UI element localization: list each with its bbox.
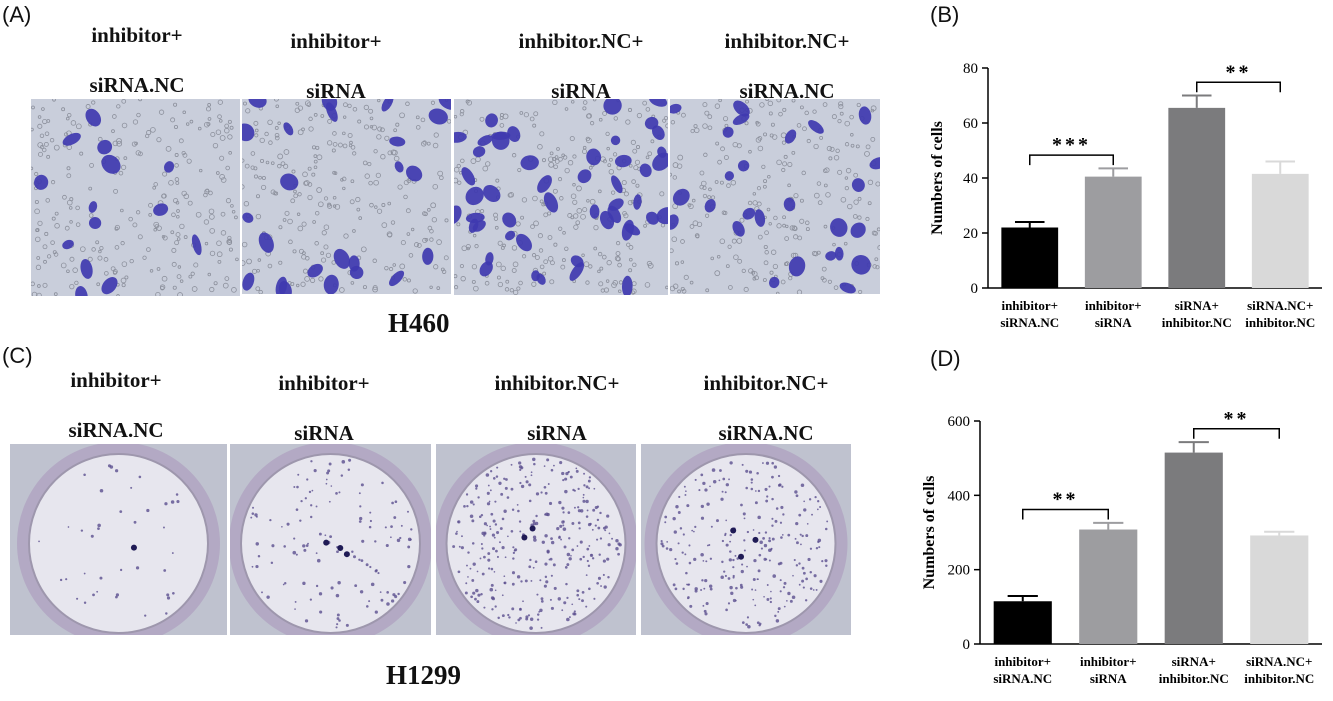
x-tick-label: siRNA+ bbox=[1172, 654, 1216, 669]
panel-label-a: (A) bbox=[2, 2, 32, 27]
x-tick-label: inhibitor+ bbox=[1085, 298, 1142, 313]
bar bbox=[1250, 535, 1309, 644]
x-tick-label: siRNA.NC bbox=[1000, 315, 1059, 330]
chart-b-svg: 0 20 40 60 80 Numbers of cells inhibitor+ siRNA… bbox=[929, 61, 1322, 330]
y-tick-label: 0 bbox=[963, 637, 971, 653]
chart-d: 0 200 400 600 Numbers of cells inhibitor+ siRN… bbox=[918, 393, 1330, 696]
cell-line-label-h460: H460 bbox=[388, 308, 450, 338]
h1299-colony-well-2 bbox=[230, 444, 431, 635]
micrograph-texture bbox=[31, 99, 240, 296]
x-tick-label: siRNA bbox=[1090, 671, 1127, 686]
x-tick-label: siRNA.NC bbox=[993, 671, 1052, 686]
bottom-col-label-2-line1: inhibitor+ bbox=[278, 371, 370, 395]
h460-micrograph-1 bbox=[31, 99, 240, 296]
x-tick-label: inhibitor+ bbox=[994, 654, 1051, 669]
bottom-col-label-1-line2: siRNA.NC bbox=[68, 418, 164, 442]
micrograph-texture bbox=[454, 99, 668, 295]
bottom-col-label-3-line2: siRNA bbox=[527, 421, 587, 445]
significance-label: ** bbox=[1053, 488, 1079, 510]
h1299-colony-well-3 bbox=[436, 444, 636, 635]
cell-line-label-h1299: H1299 bbox=[386, 660, 462, 690]
x-tick-label: inhibitor.NC bbox=[1162, 315, 1232, 330]
y-tick-label: 80 bbox=[963, 61, 978, 77]
y-tick-label: 600 bbox=[948, 414, 971, 430]
y-tick-label: 0 bbox=[971, 281, 979, 297]
bar bbox=[1079, 529, 1138, 644]
bottom-col-label-1-line1: inhibitor+ bbox=[70, 368, 162, 392]
top-col-label-4-line1: inhibitor.NC+ bbox=[724, 29, 850, 53]
x-tick-label: siRNA+ bbox=[1175, 298, 1219, 313]
top-col-label-1-line1: inhibitor+ bbox=[91, 23, 183, 47]
x-tick-label: inhibitor+ bbox=[1080, 654, 1137, 669]
y-axis-label: Numbers of cells bbox=[921, 476, 938, 590]
bottom-col-label-2-line2: siRNA bbox=[294, 421, 354, 445]
significance-bracket bbox=[1193, 428, 1280, 439]
bottom-col-label-3: inhibitor.NC+ siRNA bbox=[452, 358, 662, 458]
x-tick-label: siRNA bbox=[1095, 315, 1132, 330]
bottom-col-label-1: inhibitor+ siRNA.NC bbox=[11, 355, 221, 455]
h460-micrograph-4 bbox=[670, 99, 880, 294]
y-tick-label: 60 bbox=[963, 116, 978, 132]
colony-well-texture bbox=[10, 444, 227, 635]
top-col-label-3-line1: inhibitor.NC+ bbox=[518, 29, 644, 53]
x-tick-label: inhibitor.NC bbox=[1244, 671, 1314, 686]
x-tick-label: siRNA.NC+ bbox=[1247, 298, 1313, 313]
x-tick-label: siRNA.NC+ bbox=[1246, 654, 1312, 669]
bar bbox=[993, 601, 1052, 644]
panel-label-b: (B) bbox=[930, 2, 960, 27]
h1299-colony-well-4 bbox=[641, 444, 851, 635]
bottom-col-label-2: inhibitor+ siRNA bbox=[219, 358, 429, 458]
significance-label: ** bbox=[1226, 61, 1252, 83]
micrograph-texture bbox=[670, 99, 880, 294]
bottom-col-label-4: inhibitor.NC+ siRNA.NC bbox=[661, 358, 871, 458]
y-tick-label: 20 bbox=[963, 226, 978, 242]
panel-label-d: (D) bbox=[930, 346, 961, 371]
micrograph-texture bbox=[242, 99, 451, 294]
h460-micrograph-3 bbox=[454, 99, 668, 295]
y-tick-label: 400 bbox=[948, 488, 971, 504]
bar bbox=[1168, 107, 1226, 288]
colony-well-texture bbox=[641, 444, 851, 635]
h460-micrograph-2 bbox=[242, 99, 451, 294]
y-tick-label: 40 bbox=[963, 171, 978, 187]
x-tick-label: inhibitor.NC bbox=[1245, 315, 1315, 330]
bottom-col-label-4-line2: siRNA.NC bbox=[718, 421, 814, 445]
bar bbox=[1084, 176, 1142, 288]
h1299-colony-well-1 bbox=[10, 444, 227, 635]
top-col-label-3: inhibitor.NC+ siRNA bbox=[476, 16, 686, 116]
significance-label: ** bbox=[1224, 408, 1250, 430]
significance-bracket bbox=[1196, 81, 1281, 93]
significance-bracket bbox=[1022, 508, 1109, 520]
panel-label-c: (C) bbox=[2, 343, 33, 368]
bar bbox=[1001, 227, 1059, 288]
y-axis-label: Numbers of cells bbox=[929, 121, 946, 235]
colony-well-texture bbox=[436, 444, 636, 635]
top-col-label-2-line1: inhibitor+ bbox=[290, 29, 382, 53]
chart-b: 0 20 40 60 80 Numbers of cells inhibitor+ siRNA… bbox=[926, 40, 1330, 340]
bar bbox=[1164, 452, 1223, 644]
significance-bracket bbox=[1029, 154, 1114, 166]
y-tick-label: 200 bbox=[948, 563, 971, 579]
top-col-label-1: inhibitor+ siRNA.NC bbox=[32, 10, 242, 110]
bar bbox=[1251, 173, 1309, 288]
x-tick-label: inhibitor+ bbox=[1001, 298, 1058, 313]
bottom-col-label-4-line1: inhibitor.NC+ bbox=[703, 371, 829, 395]
colony-well-texture bbox=[230, 444, 431, 635]
top-col-label-1-line2: siRNA.NC bbox=[89, 73, 185, 97]
chart-d-svg: 0 200 400 600 Numbers of cells inhibitor+ siRN… bbox=[921, 408, 1322, 686]
bottom-col-label-3-line1: inhibitor.NC+ bbox=[494, 371, 620, 395]
x-tick-label: inhibitor.NC bbox=[1159, 671, 1229, 686]
significance-label: *** bbox=[1052, 134, 1091, 156]
